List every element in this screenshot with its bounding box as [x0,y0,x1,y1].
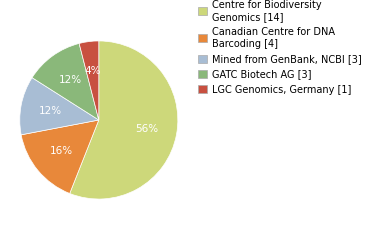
Text: 12%: 12% [39,106,62,116]
Legend: Centre for Biodiversity
Genomics [14], Canadian Centre for DNA
Barcoding [4], Mi: Centre for Biodiversity Genomics [14], C… [198,0,362,95]
Text: 56%: 56% [135,124,158,134]
Text: 12%: 12% [59,75,82,85]
Wedge shape [32,43,99,120]
Text: 4%: 4% [84,66,101,76]
Wedge shape [79,41,99,120]
Text: 16%: 16% [49,146,73,156]
Wedge shape [70,41,178,199]
Wedge shape [21,120,99,193]
Wedge shape [20,78,99,135]
